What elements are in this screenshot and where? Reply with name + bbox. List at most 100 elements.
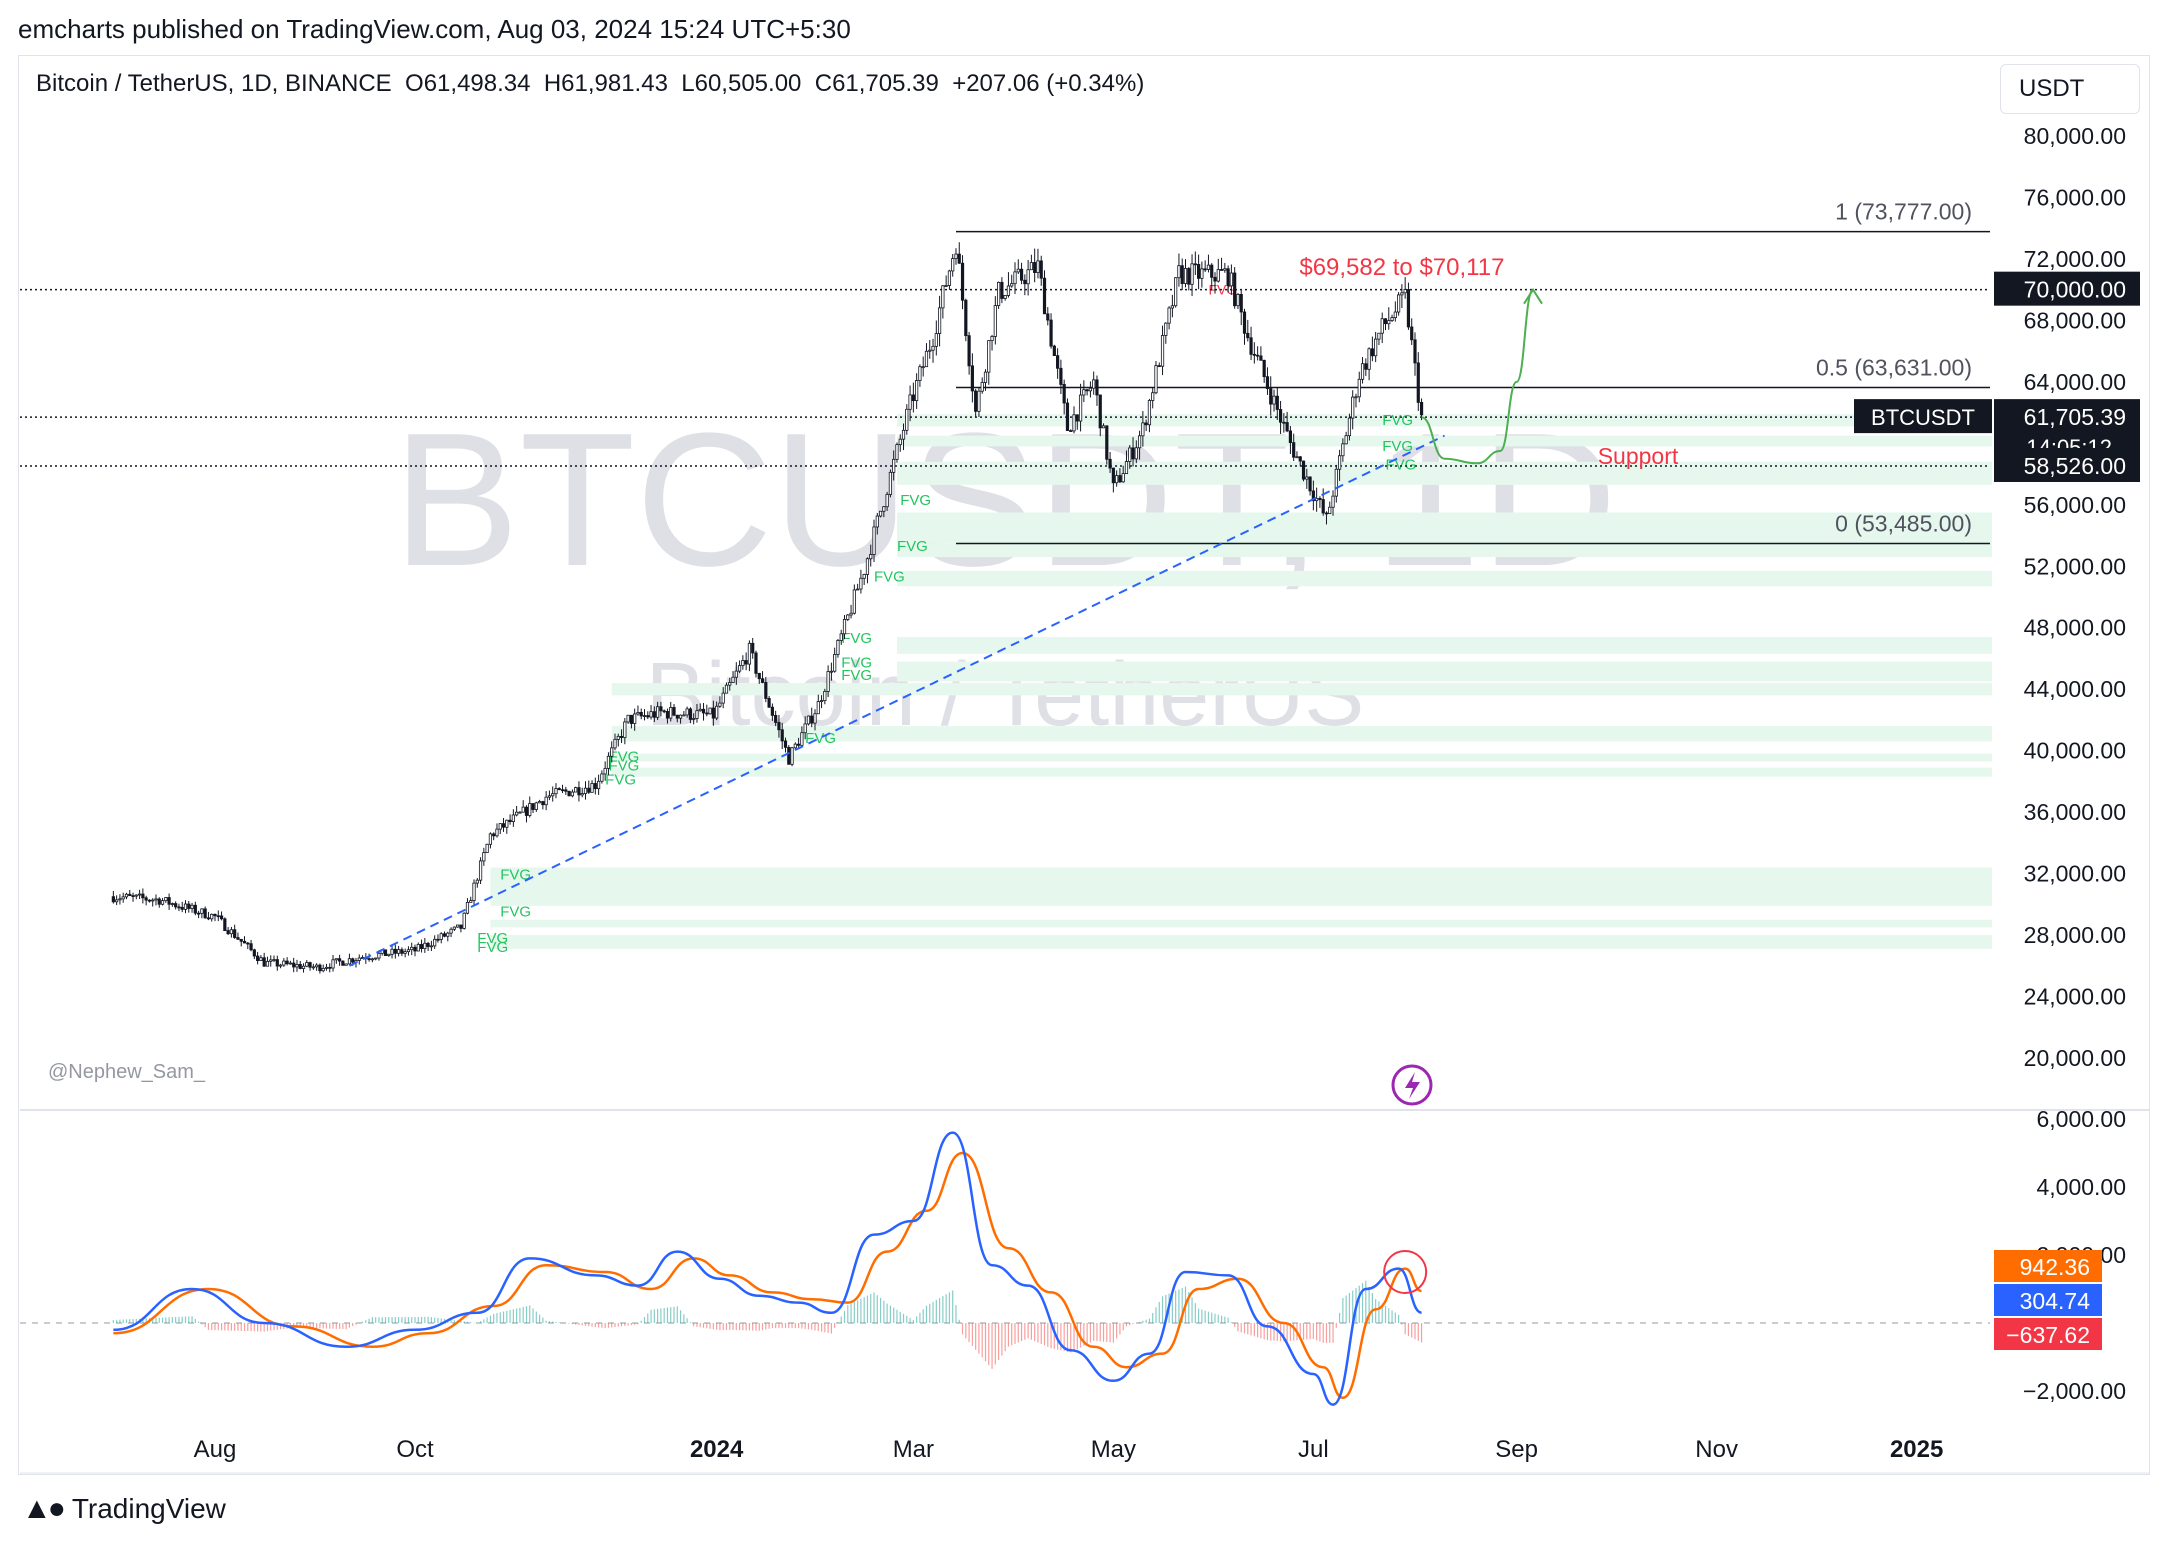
candle-body [324,966,329,969]
candle-body [141,893,145,899]
candle-body [305,962,309,967]
candle-body [1406,289,1411,328]
candle-body [265,960,270,967]
candle-body [160,900,165,905]
fvg-label: FVG [477,930,508,947]
candle-body [849,612,853,616]
fib-level-label: 1 (73,777.00) [1835,199,1972,225]
candle-body [1269,388,1273,405]
macd-value-tag [1994,1284,2102,1316]
candle-body [328,966,332,969]
candle-body [511,814,515,823]
fvg-zone [611,726,1992,742]
candle-body [262,957,266,967]
price-tick-label: 56,000.00 [2024,492,2126,518]
candle-body [793,743,797,749]
candle-body [623,721,627,738]
candle-body [705,712,709,715]
candle-body [865,558,870,575]
candle-body [800,732,804,746]
candle-body [1374,338,1378,357]
candle-body [1167,307,1171,324]
candle-body [1160,335,1165,367]
candle-body [1164,322,1168,336]
candle-body [193,904,197,914]
candle-body [806,715,811,725]
publisher-line: emcharts published on TradingView.com, A… [18,14,851,44]
candle-body [580,793,584,796]
currency-button[interactable]: USDT [2000,64,2140,114]
candle-body [856,588,860,591]
symbol-name[interactable]: Bitcoin / TetherUS, 1D, BINANCE [36,70,392,97]
candle-body [810,715,814,724]
candle-body [560,789,565,792]
candle-body [852,589,856,614]
candle-body [1187,268,1191,285]
price-axis[interactable]: 80,000.00 76,000.00 72,000.00 68,000.00 64,0… [1854,123,2140,1071]
price-tick-label: 44,000.00 [2024,676,2126,702]
fvg-label: FVG [841,667,872,684]
candle-body [419,944,424,949]
candle-body [351,958,355,963]
candle-body [1003,295,1007,299]
candle-body [1137,435,1142,449]
candle-body [190,904,194,909]
candle-body [875,515,879,528]
candle-body [616,735,620,740]
candle-body [1229,272,1233,287]
candle-body [1216,269,1220,282]
lightning-icon[interactable] [1391,1064,1433,1106]
candle-body [823,691,827,701]
candle-body [826,671,830,692]
macd-tick-label: −2,000.00 [2023,1378,2126,1404]
candle-body [882,506,886,512]
candle-body [400,949,404,954]
candle-body [124,893,129,898]
candle-body [1377,332,1381,340]
candle-body [911,394,915,402]
candle-body [990,336,994,342]
fvg-zone [490,919,1992,928]
candle-body [846,614,850,620]
candle-body [901,429,906,440]
candle-body [128,893,132,897]
fib-level-label: 0 (53,485.00) [1835,510,1972,536]
candle-body [1292,442,1296,458]
candle-body [449,928,453,934]
candle-body [1177,265,1181,279]
candle-body [134,894,138,897]
candle-body [813,713,817,724]
candle-body [275,959,279,967]
candle-body [472,882,476,902]
candle-body [1256,354,1260,357]
candle-body [987,340,991,373]
candle-body [252,949,256,957]
price-tick-label: 64,000.00 [2024,369,2126,395]
time-axis[interactable]: Aug Oct 2024 Mar May Jul Sep Nov 2025 [194,1436,1944,1463]
candle-body [1075,414,1079,422]
candle-body [292,962,296,968]
fvg-label: FVG [805,730,836,747]
candle-body [708,707,712,715]
candle-body [524,806,529,816]
candle-body [1410,326,1414,341]
candle-body [515,811,519,816]
candle-body [1042,277,1047,315]
tradingview-logo[interactable]: ▲● TradingView [22,1492,226,1526]
candle-body [226,930,230,935]
candle-body [633,713,637,724]
candle-body [1019,268,1024,281]
candle-body [741,660,745,667]
macd-value-label: −637.62 [2006,1322,2090,1348]
candle-body [1315,497,1319,502]
ohlc-open: O61,498.34 [405,70,531,97]
candle-body [754,652,758,674]
candle-body [675,714,679,719]
candles [111,242,1424,974]
price-tick-label: 32,000.00 [2024,861,2126,887]
fvg-label: FVG [841,630,872,647]
candle-body [308,962,312,968]
ohlc-change: +207.06 (+0.34%) [952,70,1145,97]
candle-body [698,708,702,712]
